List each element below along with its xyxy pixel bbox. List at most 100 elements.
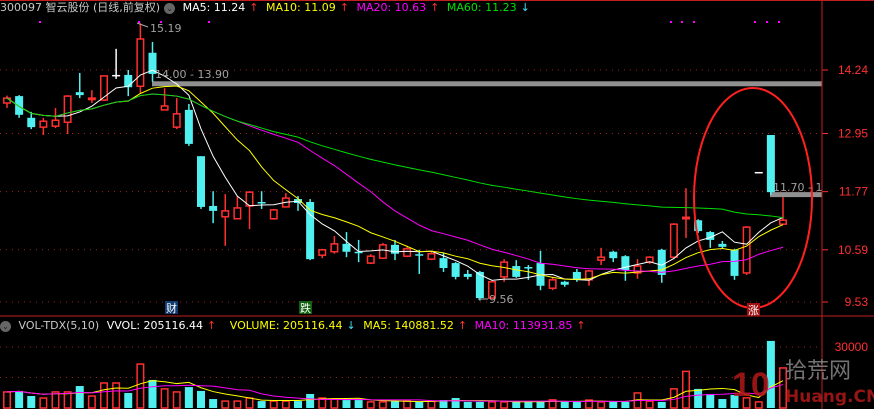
candle-body [233,207,242,220]
candle [51,107,60,129]
dropdown-icon[interactable]: ⌄ [0,320,11,332]
candle [451,262,460,280]
candle [766,135,775,196]
volume-bar [512,401,521,408]
volume-bar [682,370,690,409]
volume-bar [718,399,727,408]
ma5-label: MA5: 11.24 [182,1,246,14]
volume-bar [269,400,278,409]
candle [172,98,181,130]
volume-bar [75,386,84,408]
volume-indicator-name[interactable]: VOL-TDX(5,10) [18,319,100,332]
candle-body [306,202,315,260]
candle [87,90,96,104]
signal-dot [39,21,41,23]
candle [257,191,266,209]
volume-bar [318,397,327,409]
signal-dot [138,21,140,23]
candle-body [124,74,133,88]
candle [391,239,399,261]
price-tick-label: 12.95 [838,127,868,141]
candle [148,41,157,82]
event-marker-zhang[interactable] [747,303,760,316]
event-marker-die[interactable] [299,301,312,314]
volume-bar [87,395,96,409]
signal-dot [766,21,768,23]
candle [245,191,254,230]
volume-bar [403,400,412,409]
candle-body [112,74,121,77]
arrow-down-icon: ↓ [346,319,356,332]
candle-body [318,249,327,256]
event-label-zhang: 涨 [748,304,759,317]
candle [742,226,751,275]
candle-body [172,113,181,128]
candle-body [779,219,787,225]
volume-bar [742,397,751,409]
candle [75,72,84,99]
candle [281,193,290,208]
candle-body [500,261,509,278]
candle-body [100,75,108,101]
candle-body [718,243,727,247]
candle [63,95,72,135]
candle-body [330,243,339,253]
candle-body [572,271,581,280]
candle [3,95,11,108]
high-marker: 15.19 [136,22,182,35]
volume-bar [306,393,315,408]
watermark-logo: 10 拾荒网 Huang.CN [732,359,874,407]
candle-body [136,38,145,88]
candle [342,232,351,258]
candle-body [160,105,169,111]
arrow-up-icon: ↑ [249,1,259,14]
volume-bar [657,401,666,408]
candle [378,242,387,260]
candle [512,260,521,278]
candle [597,247,606,266]
volume-bar [63,391,72,409]
stock-title[interactable]: 300097 智云股份 (日线,前复权) [0,1,161,14]
candle [682,188,690,238]
volume-bar [524,401,533,408]
volume-bar [463,401,472,408]
candle-body [366,255,375,264]
candle-body [378,244,387,259]
candle [221,194,230,246]
signal-dot [693,21,695,23]
ma5-line [6,69,784,281]
volume-bar [439,400,448,408]
signal-dot [160,21,162,23]
candle-body [560,281,569,285]
candle-body [209,205,218,211]
volume-bar [184,387,193,408]
volume-ma10-line [6,384,784,403]
svg-text:拾荒网: 拾荒网 [785,359,851,384]
candle [427,251,436,261]
volume-bar [378,401,387,409]
range-bar [770,192,822,198]
candle-body [621,256,630,270]
ma60-line [6,93,784,219]
candle-body [754,171,763,174]
volume-bar [172,391,181,409]
arrow-up-icon: ↑ [339,1,349,14]
candle [463,269,472,280]
volume-bar [451,398,460,408]
candle-body [148,52,157,74]
arrow-down-icon: ↓ [520,1,530,14]
dropdown-icon[interactable]: ⌄ [164,2,176,14]
arrow-up-icon: ↑ [430,1,440,14]
candle [136,23,145,94]
candle [197,156,205,209]
candle [366,254,375,265]
candle [488,281,496,300]
candle-body [197,156,205,207]
candle-body [415,254,424,256]
candle-body [742,226,751,274]
volume-bar [548,399,557,409]
candle-body [63,95,72,123]
volume-bar [209,399,218,408]
event-marker-cai[interactable] [165,301,178,314]
